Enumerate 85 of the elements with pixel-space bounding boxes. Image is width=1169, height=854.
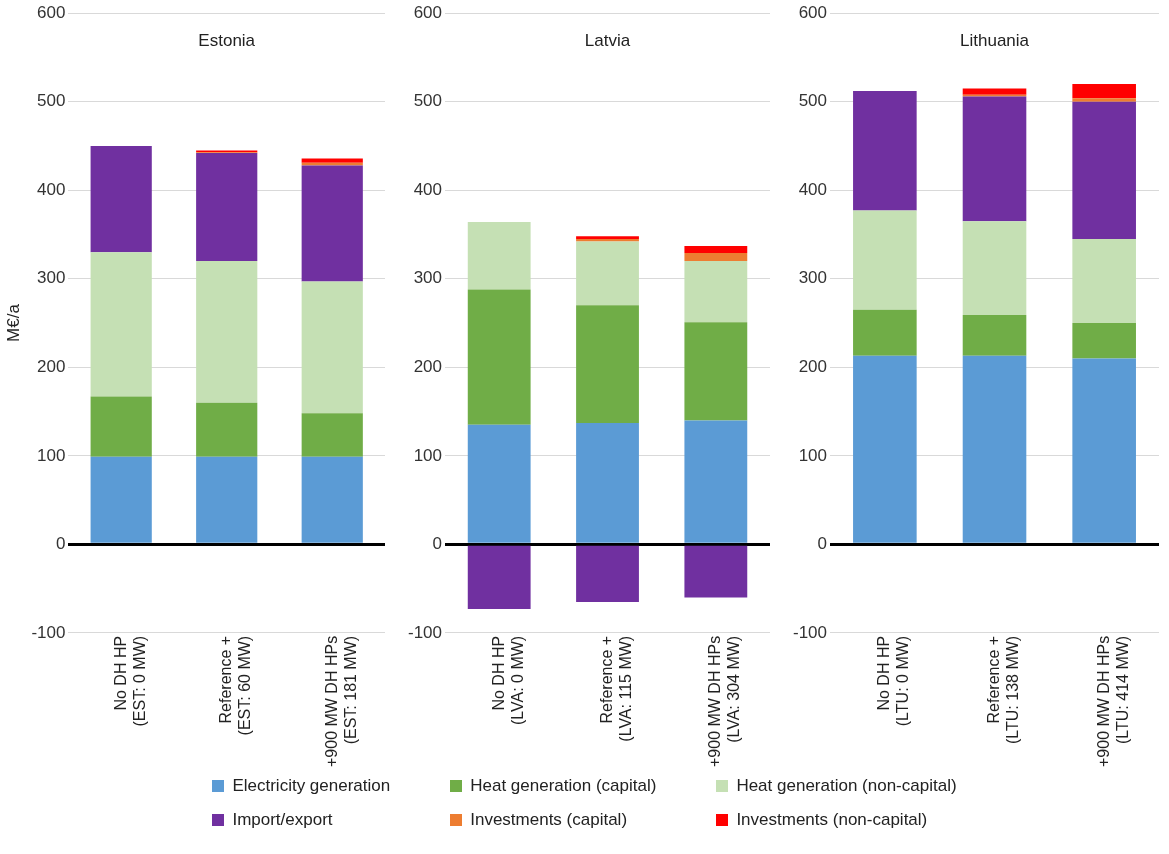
y-tick-label: -100 [407,622,443,642]
bar [962,355,1027,543]
text: Latvia [584,30,631,50]
y-tick-label: 400 [37,179,66,199]
bar [853,309,917,356]
bar [467,545,531,609]
bar [196,456,258,543]
y-tick-label: -100 [792,622,828,642]
bar [467,222,531,290]
legend-label: Investments (capital) [470,810,628,830]
y-tick-label: 600 [37,2,66,22]
y-tick-label: 200 [37,356,66,376]
legend-label: Electricity generation [232,776,391,796]
y-tick-label: 300 [798,268,828,288]
bar [196,153,258,262]
bar [576,423,639,543]
y-tick-label: 200 [413,356,443,376]
y-tick-label: 0 [432,534,443,554]
bar [196,261,258,403]
y-tick-label: 400 [413,179,443,199]
bar [684,261,748,323]
x-tick-label: No DH HP (LTU: 0 MW) [875,635,912,727]
bar [576,545,639,602]
y-tick-label: 100 [413,445,443,465]
bar [576,305,639,424]
bar [684,246,748,254]
x-tick-label: +900 MW DH HPs (LVA: 304 MW) [706,635,743,767]
text: Lithuania [960,30,1030,50]
y-tick-label: 100 [37,445,66,465]
y-tick-label: 400 [798,179,828,199]
bar [467,289,531,425]
y-tick-label: 0 [55,534,66,554]
bar [467,424,531,543]
y-tick-label: 600 [413,2,443,22]
x-tick-label: +900 MW DH HPs (EST: 181 MW) [322,635,359,767]
legend-label: Investments (non-capital) [736,810,928,830]
x-tick-label: Reference + (LVA: 115 MW) [597,635,635,742]
legend-label: Heat generation (capital) [470,776,657,796]
bar [1072,358,1136,543]
bar [853,91,917,211]
bar [576,241,639,306]
bar [301,456,363,543]
y-tick-label: 200 [798,356,828,376]
bar [196,402,258,457]
y-tick-label: -100 [31,622,66,642]
text: Estonia [198,30,256,50]
bar [90,252,152,397]
bar [962,221,1027,316]
bar [301,158,363,163]
y-tick-label: 0 [817,534,828,554]
bar [962,315,1027,356]
bar [301,413,363,457]
bar [1072,238,1136,324]
bar [1072,84,1136,99]
bar [853,355,917,543]
bar [853,210,917,310]
y-tick-label: 500 [413,91,443,111]
x-tick-label: Reference + (LTU: 138 MW) [984,635,1022,745]
bar [301,165,363,282]
bar [684,253,748,262]
bar [1072,101,1136,239]
y-tick-label: 100 [798,445,828,465]
legend-label: Import/export [232,810,333,830]
y-tick-label: 600 [798,2,828,22]
y-axis-title: M€/a [3,303,23,342]
bar [90,145,152,253]
bar [684,545,748,598]
bar [684,420,748,543]
bar [301,281,363,414]
y-tick-label: 300 [413,268,443,288]
x-tick-label: No DH HP (EST: 0 MW) [111,635,148,727]
bar [1072,323,1136,359]
x-tick-label: +900 MW DH HPs (LTU: 414 MW) [1094,635,1131,767]
x-tick-label: No DH HP (LVA: 0 MW) [489,635,526,726]
bar [962,96,1027,222]
bar [962,88,1027,95]
y-tick-label: 500 [37,91,66,111]
bar [1072,98,1136,102]
bar [90,396,152,457]
legend-label: Heat generation (non-capital) [736,776,957,796]
bar [684,322,748,421]
bar [90,456,152,543]
y-tick-label: 500 [798,91,828,111]
x-tick-label: Reference + (EST: 60 MW) [217,635,254,736]
y-tick-label: 300 [37,268,66,288]
